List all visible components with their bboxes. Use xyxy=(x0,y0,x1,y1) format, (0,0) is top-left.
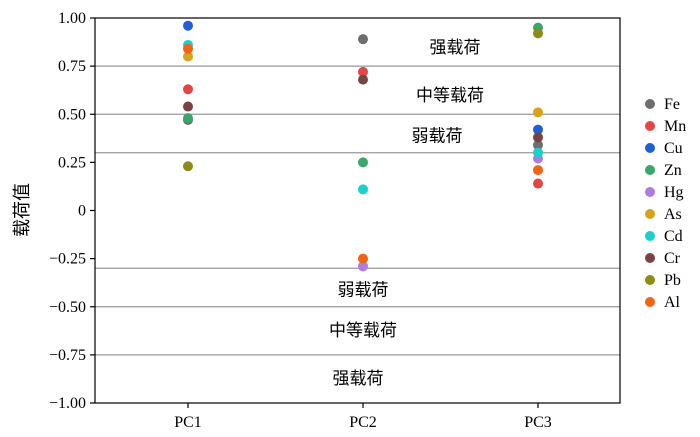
point-al-pc3 xyxy=(533,165,543,176)
point-al-pc2 xyxy=(358,253,368,264)
x-tick-label: PC2 xyxy=(349,414,377,431)
band-label: 强载荷 xyxy=(430,38,481,58)
y-axis-label: 载荷值 xyxy=(12,183,33,237)
point-fe-pc3 xyxy=(533,140,543,151)
x-tick-label: PC3 xyxy=(524,414,552,431)
legend-label-cu: Cu xyxy=(664,140,683,157)
legend-label-al: Al xyxy=(664,294,681,311)
point-cr-pc1 xyxy=(183,101,193,112)
point-as-pc1 xyxy=(183,51,193,62)
y-tick-label: 0.50 xyxy=(58,106,86,123)
point-cr-pc3 xyxy=(533,132,543,143)
data-points xyxy=(183,20,543,272)
point-cr-pc2 xyxy=(358,74,368,85)
legend-marker-mn xyxy=(645,121,655,131)
point-pb-pc3 xyxy=(533,28,543,39)
legend-label-zn: Zn xyxy=(664,162,682,179)
point-cd-pc2 xyxy=(358,184,368,195)
point-as-pc3 xyxy=(533,107,543,118)
legend-label-pb: Pb xyxy=(664,272,681,289)
legend-marker-hg xyxy=(645,187,655,197)
point-cu-pc3 xyxy=(533,124,543,135)
band-label: 中等载荷 xyxy=(329,321,397,341)
y-tick-label: 0 xyxy=(78,203,86,220)
legend-label-hg: Hg xyxy=(664,184,684,201)
band-label: 弱载荷 xyxy=(412,126,463,146)
threshold-lines xyxy=(95,65,620,356)
legend-label-fe: Fe xyxy=(664,96,680,113)
legend-label-mn: Mn xyxy=(664,118,686,135)
y-tick-label: 1.00 xyxy=(58,10,86,27)
point-zn-pc1 xyxy=(183,113,193,124)
point-zn-pc2 xyxy=(358,157,368,168)
plot-frame xyxy=(94,17,621,404)
point-mn-pc1 xyxy=(183,84,193,95)
legend-label-cd: Cd xyxy=(664,228,683,245)
y-tick-label: −0.50 xyxy=(49,299,86,316)
y-tick-label: 0.75 xyxy=(58,58,86,75)
point-mn-pc3 xyxy=(533,178,543,189)
point-hg-pc2 xyxy=(358,261,368,272)
point-al-pc1 xyxy=(183,43,193,54)
legend-label-cr: Cr xyxy=(664,250,681,267)
legend-marker-as xyxy=(645,209,655,219)
x-tick-label: PC1 xyxy=(174,414,202,431)
y-axis: 1.00 0.75 0.50 0.25 0 −0.25 −0.50 −0.75 −1.00 xyxy=(49,10,95,412)
legend-marker-fe xyxy=(645,99,655,109)
band-label: 强载荷 xyxy=(333,369,384,389)
band-label: 中等载荷 xyxy=(416,86,484,106)
y-tick-label: −1.00 xyxy=(49,395,86,412)
y-tick-label: −0.25 xyxy=(49,251,86,268)
point-cd-pc3 xyxy=(533,147,543,158)
legend-marker-cu xyxy=(645,143,655,153)
legend-marker-al xyxy=(645,297,655,307)
legend-marker-cr xyxy=(645,253,655,263)
point-fe-pc2 xyxy=(358,34,368,45)
point-cu-pc1 xyxy=(183,20,193,31)
legend-marker-zn xyxy=(645,165,655,175)
x-axis: PC1 PC2 PC3 xyxy=(174,403,552,431)
y-tick-label: −0.75 xyxy=(49,347,86,364)
y-tick-label: 0.25 xyxy=(58,154,86,171)
legend: Fe Mn Cu Zn Hg As Cd Cr Pb Al xyxy=(645,96,686,311)
point-pb-pc1 xyxy=(183,161,193,172)
legend-marker-cd xyxy=(645,231,655,241)
band-label: 弱载荷 xyxy=(338,280,389,300)
legend-label-as: As xyxy=(664,206,682,223)
legend-marker-pb xyxy=(645,275,655,285)
point-mn-pc2 xyxy=(358,66,368,77)
